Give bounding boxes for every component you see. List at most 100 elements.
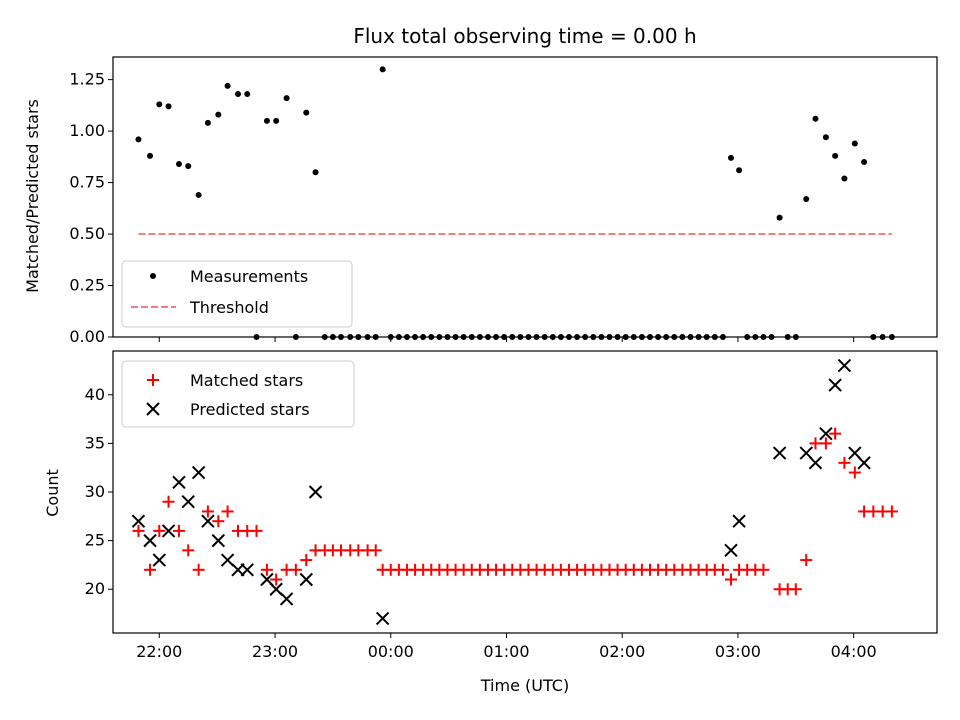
bottom-legend-box xyxy=(121,360,355,428)
matched-star-point xyxy=(809,437,822,450)
xtick-label: 03:00 xyxy=(715,642,761,661)
predicted-star-point xyxy=(279,592,294,606)
measurement-point xyxy=(147,152,154,159)
matched-star-point xyxy=(800,554,813,567)
ytick-label: 20 xyxy=(85,579,105,598)
predicted-star-point xyxy=(828,378,842,392)
measurement-point xyxy=(215,111,222,118)
ytick-label: 0.25 xyxy=(69,276,105,295)
chart-title: Flux total observing time = 0.00 h xyxy=(353,24,696,48)
predicted-star-point xyxy=(269,582,283,596)
predicted-star-stroke xyxy=(724,543,738,558)
xtick-label: 04:00 xyxy=(831,642,877,661)
measurement-point xyxy=(283,95,290,102)
predicted-star-point xyxy=(837,358,852,373)
ytick-label: 25 xyxy=(85,531,105,550)
legend-label-measurements: Measurements xyxy=(190,267,308,286)
predicted-star-stroke xyxy=(172,475,186,489)
predicted-star-stroke xyxy=(732,514,746,528)
matched-star-point xyxy=(270,573,283,586)
predicted-star-stroke xyxy=(375,611,390,626)
ytick-label: 35 xyxy=(85,433,105,452)
predicted-star-stroke xyxy=(240,563,254,577)
ytick-label: 0.00 xyxy=(69,327,105,346)
legend-dot-marker xyxy=(150,273,156,279)
ytick-label: 1.25 xyxy=(69,70,105,89)
predicted-star-point xyxy=(172,475,186,489)
matched-star-point xyxy=(212,515,225,528)
measurement-point xyxy=(841,175,848,182)
measurement-point xyxy=(803,196,810,203)
predicted-star-stroke xyxy=(808,456,823,470)
bottom-plot-frame xyxy=(112,350,938,634)
matched-star-point xyxy=(201,505,214,518)
matched-star-point xyxy=(789,583,802,596)
measurement-point xyxy=(165,103,172,110)
measurement-point xyxy=(273,117,280,124)
xtick-label: 00:00 xyxy=(368,642,414,661)
predicted-star-stroke xyxy=(308,485,323,499)
predicted-star-point xyxy=(220,553,235,567)
xtick-label: 02:00 xyxy=(599,642,645,661)
predicted-star-stroke xyxy=(819,426,833,441)
measurement-point xyxy=(204,119,211,126)
predicted-star-stroke xyxy=(269,582,283,596)
predicted-star-point xyxy=(181,495,195,509)
predicted-star-stroke xyxy=(837,358,852,373)
legend-label-threshold: Threshold xyxy=(189,298,269,317)
predicted-star-stroke xyxy=(772,446,787,460)
measurement-point xyxy=(195,191,202,198)
measurement-point xyxy=(224,82,231,89)
measurement-point xyxy=(822,134,829,141)
matched-star-point xyxy=(757,563,770,576)
measurement-point xyxy=(832,152,839,159)
predicted-star-point xyxy=(819,426,833,441)
matched-star-point xyxy=(132,524,145,537)
predicted-star-point xyxy=(857,456,871,470)
matched-star-point xyxy=(144,563,157,576)
measurement-point xyxy=(303,109,310,116)
measurement-point xyxy=(185,163,192,170)
predicted-star-stroke xyxy=(828,378,842,392)
measurement-point xyxy=(312,169,319,176)
ytick-label: 40 xyxy=(85,385,105,404)
predicted-star-point xyxy=(211,533,226,548)
matched-star-point xyxy=(885,505,898,518)
top-plot-frame xyxy=(112,56,938,338)
predicted-star-point xyxy=(131,514,146,528)
matched-star-point xyxy=(838,456,851,469)
matched-star-point xyxy=(260,563,273,576)
matched-star-point xyxy=(172,524,185,537)
predicted-star-point xyxy=(808,456,823,470)
xtick-label: 01:00 xyxy=(483,642,529,661)
top-legend-box xyxy=(121,260,353,328)
measurement-point xyxy=(851,140,858,147)
measurement-point xyxy=(776,214,783,221)
predicted-star-point xyxy=(724,543,738,558)
measurement-point xyxy=(812,115,819,122)
matched-star-point xyxy=(716,563,729,576)
predicted-star-stroke xyxy=(143,533,157,548)
measurement-point xyxy=(244,91,251,98)
measurement-point xyxy=(263,117,270,124)
predicted-star-stroke xyxy=(299,572,313,587)
predicted-star-point xyxy=(299,572,313,587)
predicted-star-stroke xyxy=(279,592,294,606)
predicted-star-stroke xyxy=(201,514,215,528)
matched-star-point xyxy=(182,544,195,557)
bottom-ylabel: Count xyxy=(43,469,62,517)
predicted-star-stroke xyxy=(799,446,813,460)
predicted-star-point xyxy=(201,514,215,528)
measurement-point xyxy=(175,161,182,168)
predicted-star-stroke xyxy=(857,456,871,470)
predicted-star-point xyxy=(308,485,323,499)
matched-star-point xyxy=(829,427,842,440)
matched-star-point xyxy=(153,524,166,537)
predicted-star-stroke xyxy=(848,446,862,460)
predicted-star-point xyxy=(152,553,166,567)
legend-label-matched: Matched stars xyxy=(190,371,303,390)
legend-x-marker xyxy=(146,402,160,416)
predicted-star-point xyxy=(161,524,176,538)
predicted-star-stroke xyxy=(131,514,146,528)
top-ylabel: Matched/Predicted stars xyxy=(23,99,42,293)
